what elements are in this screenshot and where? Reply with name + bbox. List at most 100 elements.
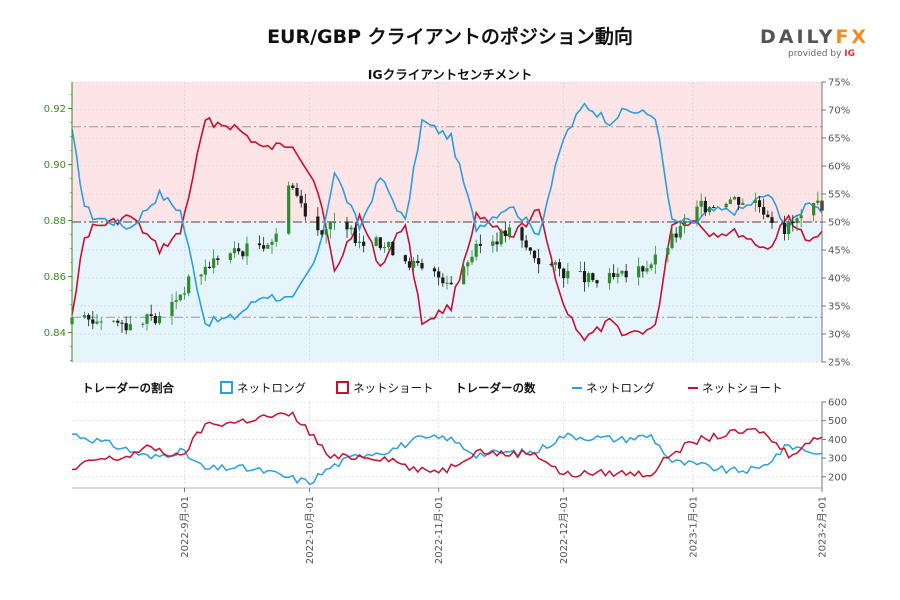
count-axis-label-4: 600: [828, 398, 847, 409]
candlestick: [478, 234, 482, 254]
candlestick: [462, 259, 466, 285]
candle-body: [616, 273, 620, 277]
candle-body: [299, 195, 303, 204]
candlestick: [787, 218, 791, 240]
candlestick: [591, 272, 595, 283]
candlestick: [799, 208, 803, 228]
date-axis-label-1: 2022-10月-01: [304, 496, 316, 564]
candle-body: [353, 227, 357, 244]
candle-body: [478, 243, 482, 246]
candle-body: [357, 241, 362, 244]
candlestick: [620, 270, 624, 277]
candle-body: [520, 227, 524, 241]
candle-body: [503, 230, 507, 237]
candlestick: [328, 221, 332, 239]
candle-body: [432, 268, 437, 272]
candle-body: [257, 243, 262, 246]
candle-body: [112, 320, 116, 322]
candle-body: [495, 241, 499, 245]
candle-body: [537, 258, 541, 265]
candle-body: [757, 200, 762, 208]
right-axis-label-8: 65%: [828, 134, 850, 145]
right-axis-label-1: 30%: [828, 330, 850, 341]
candlestick: [791, 214, 795, 232]
candle-body: [466, 262, 470, 267]
candle-body: [270, 241, 274, 245]
candle-body: [207, 266, 212, 269]
candle-body: [416, 260, 420, 264]
net-long-count-line: [71, 432, 823, 486]
candle-body: [770, 217, 774, 223]
candlestick: [578, 261, 582, 273]
candlestick: [262, 236, 266, 252]
candle-body: [403, 255, 407, 262]
candlestick: [112, 320, 116, 323]
candlestick: [491, 235, 495, 253]
candlestick: [499, 228, 503, 247]
candlestick: [387, 241, 391, 250]
candlestick: [416, 254, 420, 267]
candle-body: [120, 322, 124, 324]
candle-body: [816, 200, 820, 204]
candle-body: [624, 270, 628, 278]
candle-body: [245, 243, 249, 257]
candlestick: [712, 205, 716, 209]
candle-body: [199, 274, 203, 277]
candlestick: [228, 252, 232, 264]
candle-body: [728, 199, 732, 204]
candle-body: [82, 315, 87, 318]
candle-body: [95, 321, 99, 324]
candle-body: [178, 294, 182, 301]
candle-body: [445, 282, 449, 284]
candlestick: [349, 225, 353, 235]
candlestick: [170, 293, 174, 325]
logo-ig-brand: IG: [844, 49, 856, 59]
candlestick: [257, 235, 262, 250]
count-axis-label-3: 500: [828, 416, 847, 427]
candlestick: [449, 276, 453, 285]
candle-body: [187, 276, 191, 294]
legend-ratio-header: トレーダーの割合: [82, 381, 174, 395]
candle-body: [216, 258, 220, 261]
candle-body: [549, 264, 553, 266]
candlestick: [766, 210, 770, 218]
candle-body: [232, 248, 237, 254]
date-axis-label-5: 2023-2月-01: [817, 496, 829, 558]
candlestick: [674, 227, 678, 243]
candle-body: [587, 273, 591, 283]
candle-body: [320, 230, 324, 235]
logo-main-b: FX: [835, 26, 870, 48]
candle-body: [620, 270, 624, 274]
candle-body: [316, 216, 320, 231]
candle-body: [678, 225, 682, 238]
candle-body: [674, 233, 678, 238]
candle-body: [291, 185, 295, 188]
candlestick: [357, 232, 362, 249]
candle-body: [349, 227, 353, 230]
candlestick: [732, 195, 737, 200]
candle-body: [378, 237, 382, 249]
candle-body: [699, 200, 703, 207]
left-axis-label-4: 0.92: [44, 104, 66, 115]
candle-body: [724, 203, 728, 208]
candle-body: [91, 319, 95, 324]
candlestick: [124, 316, 128, 335]
candlestick: [678, 220, 682, 240]
candlestick: [303, 193, 307, 221]
candle-body: [703, 200, 707, 213]
candle-body: [228, 253, 232, 261]
candlestick: [216, 255, 220, 265]
candle-body: [328, 222, 332, 230]
candle-body: [303, 203, 307, 217]
candle-body: [203, 266, 207, 275]
candle-body: [799, 215, 803, 219]
legend-short-swatch-icon: [336, 381, 349, 394]
candlestick: [616, 267, 620, 284]
candlestick: [653, 245, 657, 274]
candlestick: [703, 196, 707, 217]
candle-body: [732, 197, 737, 200]
candle-body: [528, 247, 532, 251]
candlestick: [553, 260, 557, 272]
right-axis-label-7: 60%: [828, 162, 850, 173]
logo-wordmark: DAILYFX: [760, 26, 870, 48]
